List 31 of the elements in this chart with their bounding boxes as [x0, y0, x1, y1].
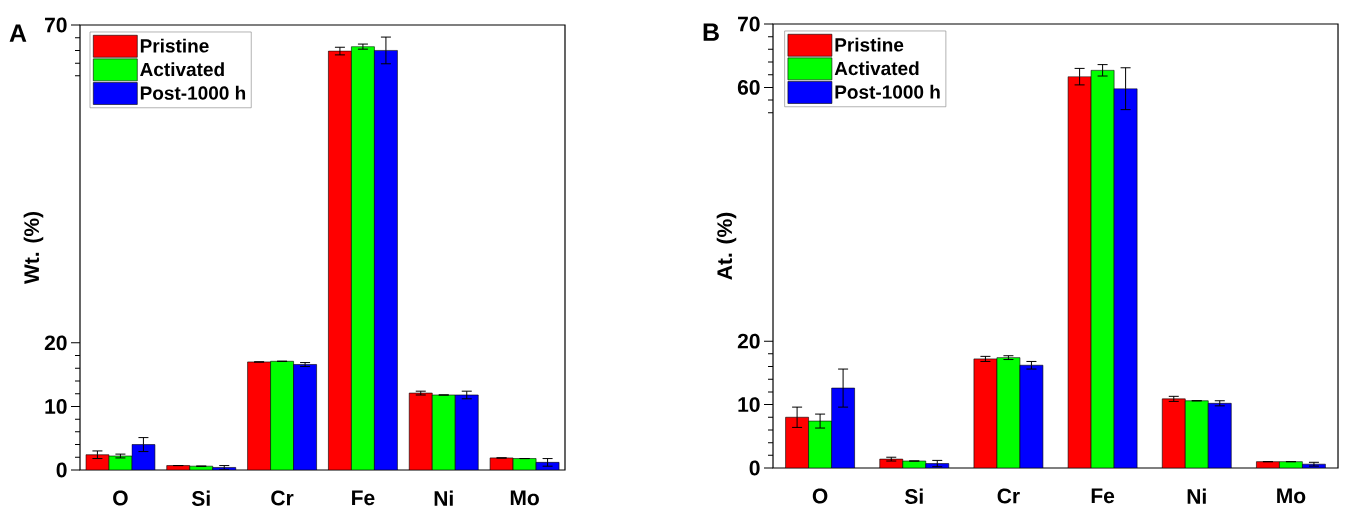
- legend-label: Post-1000 h: [835, 84, 940, 99]
- y-tick-label: 70: [738, 16, 760, 32]
- x-tick-label: Cr: [271, 490, 294, 506]
- x-tick-label: Fe: [352, 490, 375, 506]
- legend-label: Activated: [140, 62, 224, 77]
- x-tick-label: Si: [904, 488, 923, 504]
- chart-title: A: [9, 24, 27, 42]
- y-tick-label: 0: [56, 462, 67, 478]
- y-tick-label: 20: [44, 335, 67, 351]
- legend-label: Post-1000 h: [140, 85, 246, 100]
- x-tick-label: Mo: [1277, 488, 1306, 504]
- x-tick-label: Fe: [1091, 488, 1115, 504]
- x-tick-label: O: [812, 488, 828, 504]
- y-axis-title: Wt. (%): [23, 212, 44, 285]
- legend-label: Activated: [834, 61, 919, 76]
- chart-title: B: [703, 23, 719, 41]
- y-tick-label: 10: [738, 397, 760, 413]
- legend-label: Pristine: [140, 38, 209, 53]
- y-tick-label: 70: [45, 17, 67, 33]
- x-tick-label: Cr: [997, 488, 1020, 504]
- x-tick-label: Mo: [510, 490, 539, 506]
- y-tick-label: 0: [749, 460, 760, 476]
- x-tick-label: O: [113, 490, 128, 506]
- y-tick-label: 20: [737, 333, 760, 349]
- y-tick-label: 60: [737, 80, 760, 95]
- y-tick-label: 10: [45, 398, 67, 414]
- x-tick-label: Ni: [1187, 488, 1206, 504]
- legend-label: Pristine: [835, 37, 904, 52]
- y-axis-title: At. (%): [716, 212, 737, 280]
- x-tick-label: Ni: [434, 490, 453, 506]
- x-tick-label: Si: [191, 490, 210, 506]
